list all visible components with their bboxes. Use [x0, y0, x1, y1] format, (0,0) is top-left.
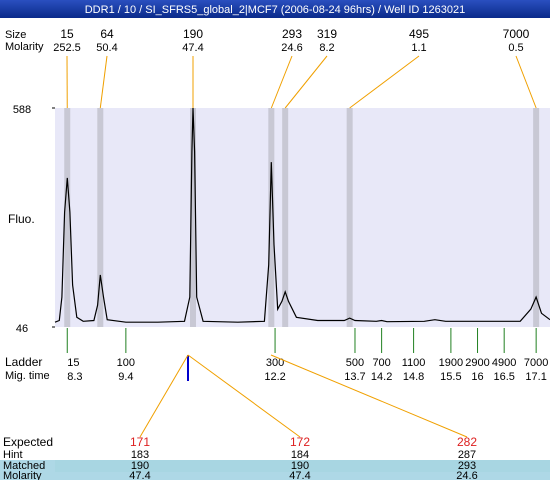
ladder-size: 100	[117, 357, 135, 369]
ladder-mig: 16	[471, 371, 483, 383]
ladder-mig: 8.3	[67, 371, 82, 383]
fluo-label: Fluo.	[8, 212, 35, 226]
ladder-mig: 16.5	[493, 371, 514, 383]
ladder-mig: 9.4	[118, 371, 133, 383]
expected-row-label: Expected	[3, 435, 53, 449]
title: DDR1 / 10 / SI_SFRS5_global_2|MCF7 (2006…	[85, 4, 466, 16]
ladder-mig: 17.1	[525, 371, 546, 383]
molarity-value: 47.4	[129, 470, 150, 480]
ladder-size: 1100	[402, 357, 426, 369]
ladder-size: 7000	[524, 357, 548, 369]
size-label: Size	[5, 29, 26, 41]
ladder-mig: 15.5	[440, 371, 461, 383]
match-leader	[271, 355, 467, 437]
ladder-size: 15	[67, 357, 79, 369]
ladder-size: 500	[346, 357, 364, 369]
ladder-size: 300	[266, 357, 284, 369]
molarity-row-label: Molarity	[3, 470, 42, 480]
ladder-mig: 14.2	[371, 371, 392, 383]
peak-molarity: 24.6	[281, 42, 302, 54]
molarity-label: Molarity	[5, 41, 44, 53]
peak-molarity: 47.4	[182, 42, 203, 54]
peak-size: 190	[183, 27, 203, 41]
molarity-value: 47.4	[289, 470, 310, 480]
peak-molarity: 50.4	[96, 42, 117, 54]
plot-area	[55, 108, 550, 327]
ladder-mig: 13.7	[344, 371, 365, 383]
peak-band	[347, 108, 353, 327]
molarity-value: 24.6	[456, 470, 477, 480]
ladder-size: 700	[372, 357, 390, 369]
peak-molarity: 1.1	[411, 42, 426, 54]
y-tick-label: 46	[16, 323, 28, 335]
ladder-size: 1900	[439, 357, 463, 369]
peak-leader	[100, 56, 107, 108]
ladder-mig: 14.8	[403, 371, 424, 383]
ladder-mig: 12.2	[264, 371, 285, 383]
mig-time-label: Mig. time	[5, 370, 50, 382]
peak-molarity: 252.5	[53, 42, 81, 54]
peak-leader	[285, 56, 327, 108]
peak-band	[64, 108, 70, 327]
expected-value: 171	[130, 435, 150, 449]
ladder-size: 2900	[465, 357, 489, 369]
peak-size: 15	[60, 27, 74, 41]
peak-band	[533, 108, 539, 327]
ladder-size: 4900	[492, 357, 516, 369]
peak-molarity: 0.5	[508, 42, 523, 54]
peak-size: 293	[282, 27, 302, 41]
peak-leader	[271, 56, 292, 108]
peak-size: 64	[100, 27, 114, 41]
match-leader	[140, 355, 188, 437]
peak-size: 7000	[503, 27, 530, 41]
peak-leader	[516, 56, 536, 108]
peak-molarity: 8.2	[319, 42, 334, 54]
peak-size: 319	[317, 27, 337, 41]
peak-leader	[350, 56, 419, 108]
ladder-label: Ladder	[5, 355, 42, 369]
peak-band	[282, 108, 288, 327]
expected-value: 282	[457, 435, 477, 449]
expected-value: 172	[290, 435, 310, 449]
peak-size: 495	[409, 27, 429, 41]
y-tick-label: 588	[13, 104, 31, 116]
